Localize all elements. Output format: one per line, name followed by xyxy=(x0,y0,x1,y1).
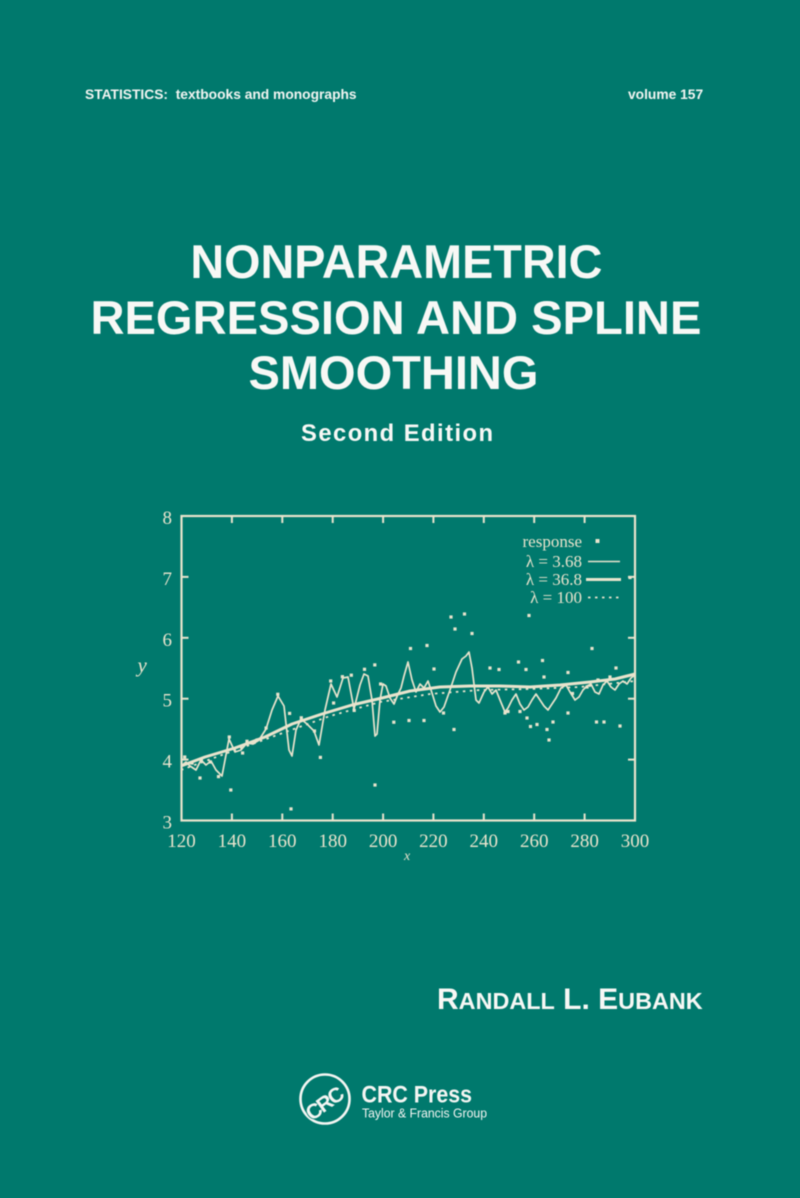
svg-text:3: 3 xyxy=(163,813,173,834)
svg-text:λ = 3.68: λ = 3.68 xyxy=(526,552,582,571)
svg-text:120: 120 xyxy=(167,831,196,852)
svg-text:λ = 36.8: λ = 36.8 xyxy=(526,570,582,589)
svg-text:x: x xyxy=(403,849,411,864)
svg-text:240: 240 xyxy=(470,831,499,852)
svg-text:220: 220 xyxy=(419,831,448,852)
svg-text:6: 6 xyxy=(163,630,173,651)
svg-text:response: response xyxy=(523,532,582,551)
svg-text:200: 200 xyxy=(369,831,398,852)
svg-text:140: 140 xyxy=(218,831,247,852)
svg-text:280: 280 xyxy=(570,831,599,852)
svg-text:λ = 100: λ = 100 xyxy=(530,588,582,607)
svg-text:260: 260 xyxy=(520,831,549,852)
svg-text:5: 5 xyxy=(163,691,173,712)
svg-text:Taylor & Francis Group: Taylor & Francis Group xyxy=(362,1107,487,1121)
svg-text:y: y xyxy=(136,653,148,677)
svg-text:8: 8 xyxy=(163,508,173,529)
svg-text:300: 300 xyxy=(621,831,650,852)
svg-text:160: 160 xyxy=(268,831,297,852)
svg-text:4: 4 xyxy=(163,752,173,773)
svg-text:180: 180 xyxy=(318,831,347,852)
svg-text:7: 7 xyxy=(163,569,173,590)
svg-text:CRC Press: CRC Press xyxy=(362,1082,473,1109)
